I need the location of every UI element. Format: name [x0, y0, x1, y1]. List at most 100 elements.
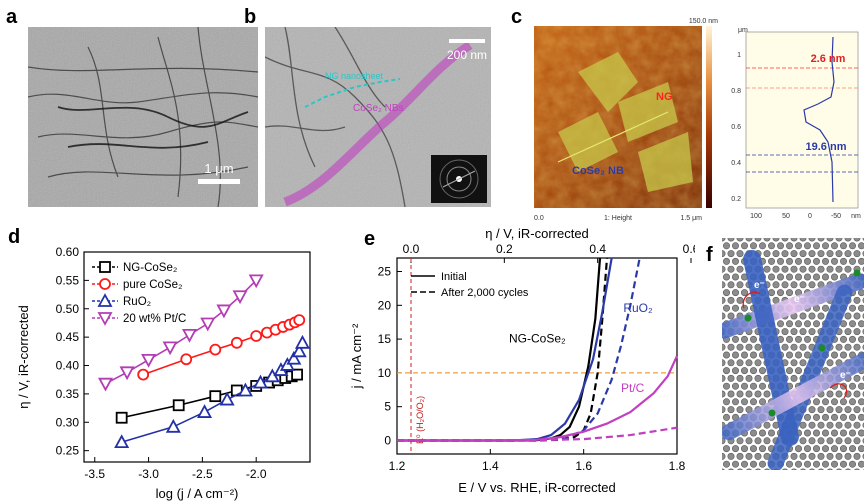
carbon-atom	[799, 250, 807, 258]
chart-d-ytick-label: 0.40	[56, 359, 80, 373]
chart-d-legend-label: 20 wt% Pt/C	[123, 313, 186, 325]
carbon-atom	[749, 351, 757, 359]
chart-d-data-point	[291, 368, 303, 381]
carbon-atom	[858, 304, 864, 312]
scalebar-b	[449, 39, 485, 43]
electron-label-2: e⁻	[794, 294, 805, 305]
carbon-atom	[745, 343, 753, 351]
carbon-atom	[790, 359, 798, 367]
carbon-atom	[786, 273, 794, 281]
carbon-atom	[767, 257, 775, 265]
carbon-atom	[840, 460, 848, 468]
profile-label-2-6: 2.6 nm	[811, 53, 846, 65]
afm-profile-plot: μm 1 0.8 0.6 0.4 0.2 2.6 nm 19.6 nm 100 …	[731, 27, 861, 220]
chart-d-xtick-label: -2.5	[192, 467, 213, 481]
carbon-atom	[808, 250, 816, 258]
carbon-atom	[853, 238, 861, 242]
afm-line-profile	[557, 111, 669, 163]
chart-d-data-point	[230, 336, 243, 349]
scalebar-label-b: 200 nm	[447, 48, 487, 62]
chart-e-ytick-label: 15	[378, 332, 392, 346]
chart-d-xlabel: log (j / A cm⁻²)	[156, 486, 239, 501]
carbon-atom	[745, 374, 753, 382]
carbon-atom	[849, 335, 857, 343]
electron-label-1: e⁻	[754, 280, 765, 291]
carbon-atom	[763, 238, 771, 242]
carbon-atom	[831, 460, 839, 468]
carbon-atom	[795, 242, 803, 250]
carbon-atom	[736, 359, 744, 367]
tem-image-a: 1 μm	[28, 27, 258, 207]
chart-e-lsv: 1.2 1.4 1.6 1.8 0.0 0.2 0.4 0.6 0 5 10 15 20 25 E / V …	[349, 226, 695, 495]
chart-d-legend-marker	[99, 261, 111, 273]
carbon-atom	[844, 406, 852, 414]
carbon-atom	[746, 468, 752, 470]
carbon-atom	[722, 390, 726, 398]
carbon-atom	[776, 320, 784, 328]
chart-d-legend-marker	[99, 278, 111, 290]
chart-d-data-point	[119, 366, 135, 381]
carbon-atom	[758, 445, 766, 453]
carbon-atom	[817, 250, 825, 258]
carbon-atom	[831, 273, 839, 281]
carbon-atom	[827, 468, 833, 470]
carbon-atom	[849, 460, 857, 468]
carbon-atom	[732, 273, 740, 281]
carbon-atom	[790, 250, 798, 258]
carbon-atom	[758, 367, 766, 375]
carbon-atom	[722, 398, 731, 406]
carbon-atom	[835, 406, 843, 414]
carbon-atom	[849, 413, 857, 421]
chart-e-series-line	[397, 257, 613, 442]
chart-d-data-point	[209, 390, 222, 403]
carbon-atom	[813, 273, 821, 281]
carbon-atom	[763, 250, 771, 258]
carbon-atom	[722, 468, 725, 470]
carbon-atom	[795, 351, 803, 359]
carbon-atom	[822, 257, 830, 265]
carbon-atom	[781, 250, 789, 258]
carbon-atom	[732, 242, 740, 250]
saed-inset	[431, 155, 487, 203]
profile-xtick-1: 100	[750, 213, 762, 220]
carbon-atom	[849, 304, 857, 312]
carbon-atom	[799, 343, 807, 351]
carbon-atom	[818, 468, 824, 470]
carbon-atom	[781, 328, 789, 336]
carbon-atom	[817, 265, 825, 273]
chart-e-ytick-label: 5	[384, 400, 391, 414]
carbon-atom	[795, 257, 803, 265]
carbon-atom	[804, 429, 812, 437]
carbon-atom	[745, 390, 753, 398]
carbon-atom	[840, 398, 848, 406]
chart-d-data-point	[200, 317, 216, 332]
carbon-atom	[745, 238, 753, 242]
chart-d-ylabel: η / V, iR-corrected	[16, 305, 31, 409]
chart-d-tafel: -3.5 -3.0 -2.5 -2.0 0.25 0.30 0.35 0.40 0.45 0.50…	[16, 245, 311, 501]
chart-e-ytick-label: 20	[378, 298, 392, 312]
chart-e-ytick-label: 10	[378, 366, 392, 380]
carbon-atom	[808, 238, 816, 242]
carbon-atom	[754, 437, 762, 445]
carbon-atom	[822, 273, 830, 281]
carbon-atom	[786, 242, 794, 250]
carbon-atom	[727, 312, 735, 320]
chart-e-frame	[396, 257, 678, 455]
carbon-atom	[822, 304, 830, 312]
carbon-atom	[772, 265, 780, 273]
carbon-atom	[799, 238, 807, 242]
carbon-atom	[786, 351, 794, 359]
carbon-atom	[736, 452, 744, 460]
carbon-atom	[795, 445, 803, 453]
chart-d-data-point	[165, 418, 181, 433]
carbon-atom	[795, 273, 803, 281]
carbon-atom	[840, 413, 848, 421]
carbon-atom	[722, 374, 726, 382]
carbon-atom	[845, 468, 851, 470]
carbon-atom	[808, 406, 816, 414]
chart-e-annotation: E⁰ (H₂O/O₂)	[415, 396, 425, 444]
carbon-atom	[763, 390, 771, 398]
carbon-atom	[786, 460, 794, 468]
carbon-atom	[804, 273, 812, 281]
chart-e-legend-label: Initial	[441, 271, 467, 283]
